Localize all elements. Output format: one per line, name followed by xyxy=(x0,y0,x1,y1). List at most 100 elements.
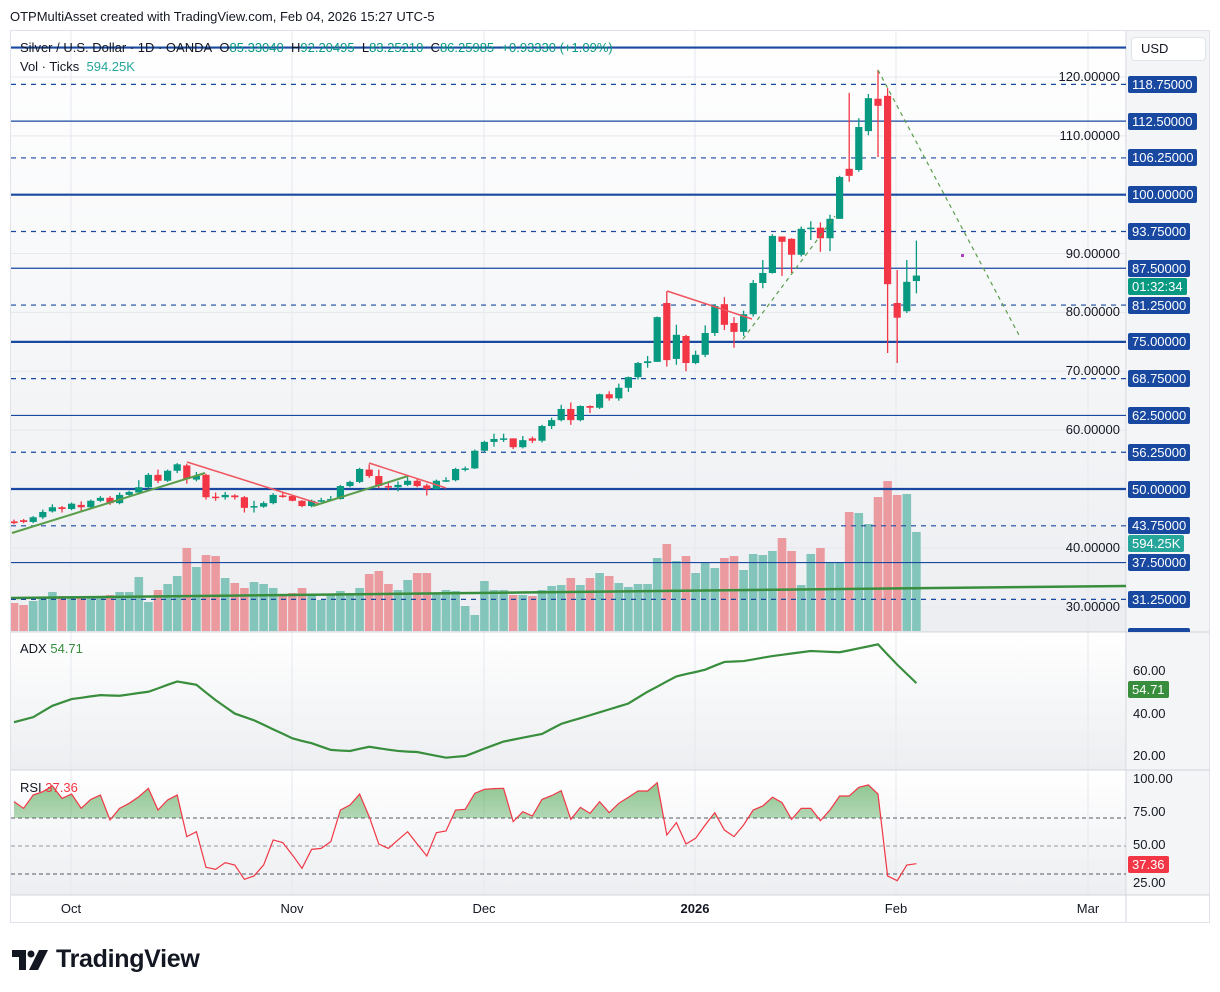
candle-body xyxy=(519,440,527,448)
price-tick: 90.00000 xyxy=(1065,245,1120,261)
candle-body xyxy=(807,227,815,230)
trendline-down[interactable] xyxy=(666,290,753,320)
candle-body xyxy=(336,486,344,500)
trendline-up[interactable] xyxy=(312,475,409,507)
price-axis-bg[interactable] xyxy=(1127,31,1209,895)
volume-bar xyxy=(681,556,691,631)
trendline-down[interactable] xyxy=(186,461,321,505)
adx-legend[interactable]: ADX 54.71 xyxy=(20,641,83,656)
adx-line xyxy=(13,643,918,759)
trend-drawings[interactable] xyxy=(11,69,1021,534)
trendline-up[interactable] xyxy=(11,472,206,534)
candle-body xyxy=(442,480,450,482)
volume-bar xyxy=(48,592,57,631)
candle xyxy=(269,493,277,505)
candle-body xyxy=(720,304,728,325)
candle xyxy=(903,260,911,314)
level-price-label: 43.75000 xyxy=(1128,517,1191,535)
candle xyxy=(461,466,469,472)
volume-bar xyxy=(585,578,595,631)
rsi-legend[interactable]: RSI 37.36 xyxy=(20,780,78,795)
volume-bar xyxy=(796,585,806,631)
candle-body xyxy=(701,333,709,355)
volume-bar xyxy=(432,594,441,631)
candle-body xyxy=(87,500,95,508)
candle xyxy=(845,92,853,182)
volume-bar xyxy=(528,596,537,631)
candle xyxy=(442,477,450,482)
candle-body xyxy=(816,227,824,239)
candle-body xyxy=(586,406,594,408)
candle xyxy=(29,516,37,524)
currency-selector[interactable]: USD xyxy=(1131,37,1206,61)
candle-body xyxy=(96,497,104,501)
candle xyxy=(663,291,671,367)
adx-badge: 54.71 xyxy=(1128,681,1169,698)
candle-body xyxy=(20,520,28,522)
volume-bar xyxy=(556,585,566,631)
candle-body xyxy=(884,95,892,285)
symbol-legend[interactable]: Silver / U.S. Dollar · 1D · OANDA O85.33… xyxy=(20,40,613,55)
volume-bar xyxy=(864,524,873,631)
price-tick: 60.00000 xyxy=(1065,422,1120,438)
candle xyxy=(356,467,364,484)
candle xyxy=(576,405,584,422)
candle-body xyxy=(11,521,18,524)
rsi-badge: 37.36 xyxy=(1128,856,1169,873)
volume-bar xyxy=(364,574,374,631)
volume-bar xyxy=(67,596,76,631)
candle-body xyxy=(192,476,200,480)
candle xyxy=(538,424,546,443)
candle xyxy=(759,260,767,289)
volume-bar xyxy=(624,587,633,631)
volume-bar xyxy=(134,577,144,631)
candle xyxy=(797,226,805,257)
candles xyxy=(11,69,920,525)
countdown-badge: 01:32:34 xyxy=(1128,278,1187,295)
candle xyxy=(615,383,623,401)
time-label-oct: Oct xyxy=(60,901,82,916)
volume-bar xyxy=(211,556,220,631)
candle-body xyxy=(106,497,114,504)
candle xyxy=(240,496,248,513)
volume-bar xyxy=(854,513,864,631)
candle xyxy=(692,350,700,365)
candle xyxy=(68,502,76,511)
volume-bar xyxy=(777,538,787,631)
candle-body xyxy=(605,394,613,399)
candle-body xyxy=(826,218,834,239)
candle xyxy=(480,440,488,453)
candle-body xyxy=(384,486,392,488)
candle xyxy=(135,480,143,494)
volume-bar xyxy=(825,563,835,631)
tradingview-logo[interactable]: TradingView xyxy=(12,945,200,974)
candle xyxy=(864,94,872,136)
candle xyxy=(768,234,776,274)
candle xyxy=(816,222,824,252)
volume-bar xyxy=(873,497,883,631)
volume-bar xyxy=(441,590,451,631)
volume-bar xyxy=(144,602,153,631)
rsi-line xyxy=(13,781,917,882)
candle xyxy=(77,501,85,511)
volume-bar xyxy=(384,584,393,631)
candle xyxy=(749,280,757,317)
dashed-trendline-up[interactable] xyxy=(742,215,836,340)
chart-attribution: OTPMultiAsset created with TradingView.c… xyxy=(10,9,435,24)
dashed-trendline-down[interactable] xyxy=(877,69,1021,338)
candle xyxy=(653,316,661,362)
volume-legend[interactable]: Vol · Ticks 594.25K xyxy=(20,59,135,74)
volume-value: 594.25K xyxy=(86,59,135,74)
volume-bar xyxy=(912,531,921,631)
volume-bar xyxy=(643,584,652,631)
marker-dot[interactable] xyxy=(961,254,964,257)
trendline-down[interactable] xyxy=(368,462,447,489)
time-label-nov: Nov xyxy=(280,901,304,916)
candle xyxy=(384,483,392,491)
candle xyxy=(394,481,402,492)
volume-bar xyxy=(748,554,758,631)
volume-bar xyxy=(451,591,460,631)
candle-body xyxy=(125,491,133,495)
candle-body xyxy=(58,507,66,510)
